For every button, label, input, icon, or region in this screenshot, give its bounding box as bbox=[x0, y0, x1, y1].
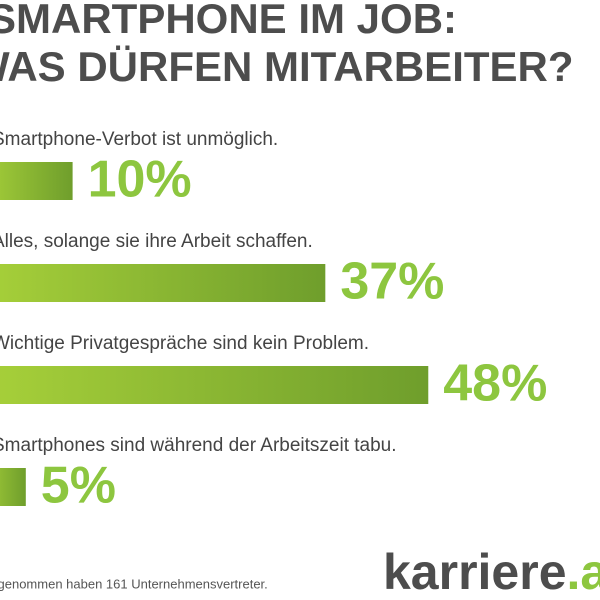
footnote: Teilgenommen haben 161 Unternehmensvertr… bbox=[0, 576, 268, 591]
title-line: WAS DÜRFEN MITARBEITER? bbox=[0, 43, 574, 90]
bar bbox=[0, 468, 26, 506]
logo: karriere.at bbox=[383, 544, 600, 600]
value-label: 37% bbox=[340, 253, 444, 311]
title-line: SMARTPHONE IM JOB: bbox=[0, 0, 457, 42]
value-label: 10% bbox=[88, 151, 192, 209]
category-label: Smartphones sind während der Arbeitszeit… bbox=[0, 435, 397, 456]
logo-main: karriere bbox=[383, 544, 567, 600]
logo-suffix: .at bbox=[567, 544, 600, 600]
value-label: 48% bbox=[443, 355, 547, 413]
value-label: 5% bbox=[41, 457, 116, 515]
bar bbox=[0, 366, 429, 404]
category-label: Smartphone-Verbot ist unmöglich. bbox=[0, 129, 278, 150]
category-label: Alles, solange sie ihre Arbeit schaffen. bbox=[0, 231, 313, 252]
category-label: Wichtige Privatgespräche sind kein Probl… bbox=[0, 333, 369, 354]
bar bbox=[0, 264, 326, 302]
bar bbox=[0, 162, 73, 200]
